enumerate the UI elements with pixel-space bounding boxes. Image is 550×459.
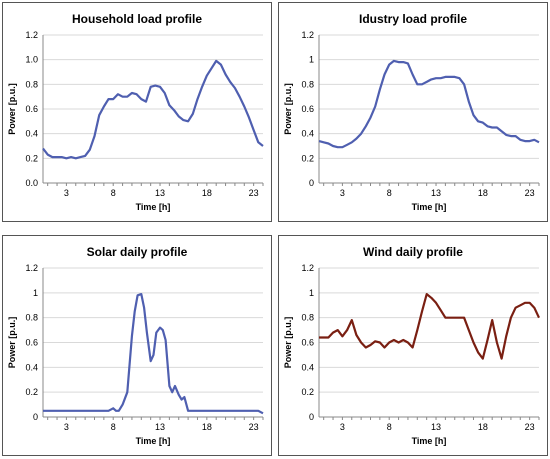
y-tick-label: 0.2	[301, 153, 314, 163]
x-tick-label: 13	[155, 188, 165, 198]
x-tick-label: 8	[387, 422, 392, 432]
chart-wind-daily: Wind daily profile 0 0.2 0.4 0.6 0.8 1 1.2 3 8 13 1…	[278, 235, 548, 456]
chart-svg: Idustry load profile 0 0.2 0.4 0.6 0.8 1 1.2 3 8 1…	[283, 12, 540, 212]
y-tick-label: 0.6	[301, 104, 314, 114]
x-tick-label: 13	[431, 188, 441, 198]
y-tick-label: 0.6	[25, 338, 38, 348]
y-axis-label: Power [p.u.]	[283, 317, 293, 369]
x-tick-label: 18	[202, 422, 212, 432]
chart-title: Solar daily profile	[87, 245, 188, 259]
series-line	[43, 292, 264, 415]
chart-svg: Wind daily profile 0 0.2 0.4 0.6 0.8 1 1.2 3 8 13 1…	[283, 245, 540, 446]
series-line	[42, 59, 264, 160]
y-tick-label: 1.0	[25, 55, 38, 65]
y-tick-label: 0.4	[25, 362, 38, 372]
y-tick-label: 0.8	[301, 79, 314, 89]
y-tick-label: 0.2	[25, 153, 38, 163]
chart-title: Idustry load profile	[359, 12, 467, 26]
x-axis-label: Time [h]	[412, 436, 447, 446]
y-axis-label: Power [p.u.]	[7, 317, 17, 369]
y-tick-label: 1.2	[301, 30, 314, 40]
y-axis-label: Power [p.u.]	[7, 83, 17, 135]
y-tick-label: 0.4	[301, 362, 314, 372]
x-tick-label: 3	[64, 422, 69, 432]
chart-svg: Solar daily profile 0 0.2 0.4 0.6 0.8 1 1.2 3 8 13…	[7, 245, 264, 446]
x-axis-label: Time [h]	[136, 202, 171, 212]
x-tick-label: 3	[340, 422, 345, 432]
x-tick-label: 8	[111, 188, 116, 198]
y-tick-label: 0.4	[301, 129, 314, 139]
y-tick-label: 1	[33, 288, 38, 298]
chart-title: Wind daily profile	[363, 245, 463, 259]
y-tick-label: 0	[33, 412, 38, 422]
y-tick-label: 0.8	[25, 79, 38, 89]
y-tick-label: 0.6	[25, 104, 38, 114]
y-tick-label: 1.2	[301, 263, 314, 273]
y-tick-label: 0	[309, 178, 314, 188]
y-tick-label: 0.2	[25, 387, 38, 397]
y-tick-label: 0	[309, 412, 314, 422]
y-tick-label: 0.0	[25, 178, 38, 188]
y-tick-label: 1.2	[25, 263, 38, 273]
series-line	[318, 59, 540, 149]
y-axis-label: Power [p.u.]	[283, 83, 293, 135]
x-tick-label: 8	[111, 422, 116, 432]
x-tick-label: 3	[340, 188, 345, 198]
y-tick-label: 1	[309, 288, 314, 298]
x-tick-label: 18	[202, 188, 212, 198]
x-tick-label: 18	[478, 188, 488, 198]
x-tick-label: 13	[431, 422, 441, 432]
x-tick-label: 23	[249, 188, 259, 198]
y-tick-label: 0.2	[301, 387, 314, 397]
chart-household-load: Household load profile 0.0 0.2 0.4 0.6 0.8 1.0…	[2, 2, 272, 222]
x-tick-label: 18	[478, 422, 488, 432]
x-tick-label: 23	[525, 422, 535, 432]
y-tick-label: 0.8	[301, 313, 314, 323]
x-tick-label: 23	[249, 422, 259, 432]
y-tick-label: 0.8	[25, 313, 38, 323]
x-tick-label: 13	[155, 422, 165, 432]
x-tick-label: 23	[525, 188, 535, 198]
series-line	[319, 292, 540, 360]
chart-title: Household load profile	[72, 12, 202, 26]
y-tick-label: 0.4	[25, 129, 38, 139]
x-tick-label: 3	[64, 188, 69, 198]
x-axis-label: Time [h]	[412, 202, 447, 212]
y-tick-label: 1	[309, 55, 314, 65]
x-tick-label: 8	[387, 188, 392, 198]
y-tick-label: 0.6	[301, 338, 314, 348]
chart-solar-daily: Solar daily profile 0 0.2 0.4 0.6 0.8 1 1.2 3 8 13…	[2, 235, 272, 456]
y-tick-label: 1.2	[25, 30, 38, 40]
chart-svg: Household load profile 0.0 0.2 0.4 0.6 0.8 1.0…	[7, 12, 264, 212]
x-axis-label: Time [h]	[136, 436, 171, 446]
chart-industry-load: Idustry load profile 0 0.2 0.4 0.6 0.8 1 1.2 3 8 1…	[278, 2, 548, 222]
